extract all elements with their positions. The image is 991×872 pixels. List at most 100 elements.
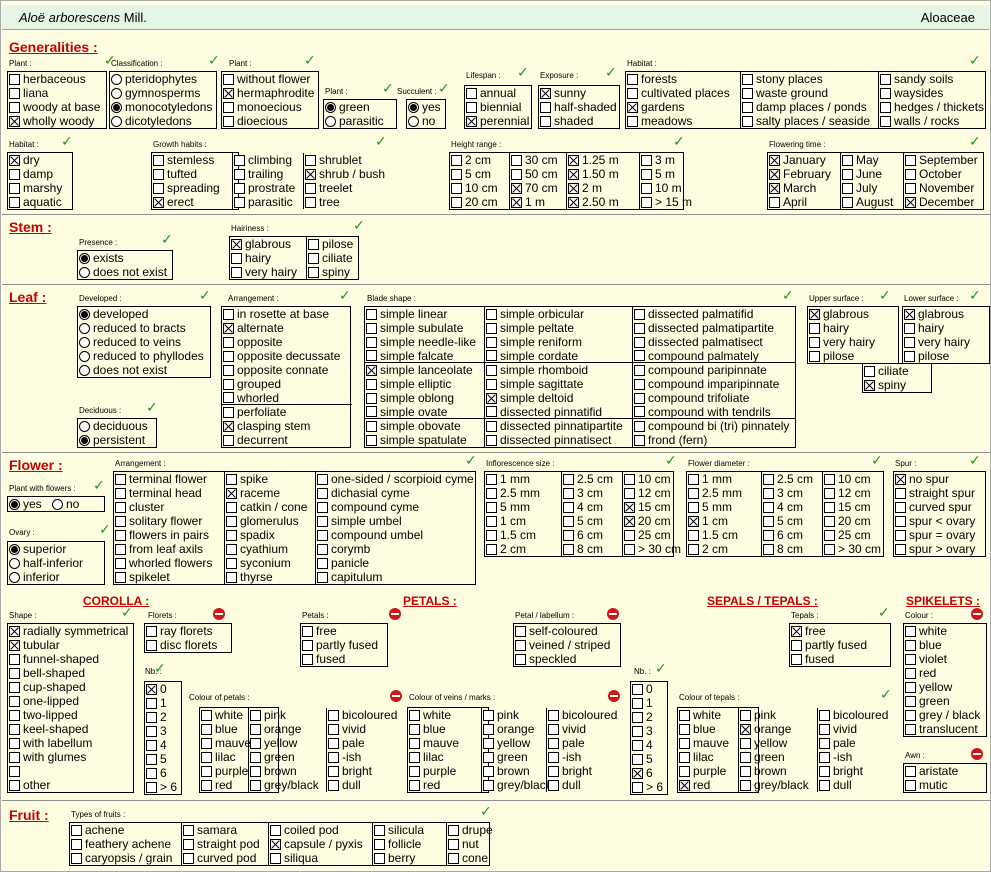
- option-dissected-palmatifid[interactable]: dissected palmatifid: [633, 307, 796, 321]
- option-free[interactable]: free: [301, 624, 389, 638]
- checkbox-gardens[interactable]: [627, 101, 638, 113]
- checkbox-ish[interactable]: [548, 751, 559, 763]
- checkbox-august[interactable]: [842, 196, 853, 208]
- checkbox-2-5-mm[interactable]: [688, 487, 699, 499]
- checkbox-january[interactable]: [769, 154, 780, 166]
- option-salty-places-seaside[interactable]: salty places / seaside: [741, 114, 878, 128]
- option-20-cm[interactable]: 20 cm: [823, 514, 887, 528]
- option-ciliate[interactable]: ciliate: [307, 251, 360, 265]
- checkbox-6[interactable]: [146, 781, 157, 793]
- option-pale[interactable]: pale: [818, 736, 897, 750]
- checkbox-ciliate[interactable]: [864, 365, 875, 377]
- checkbox-whorled[interactable]: [223, 392, 234, 403]
- option-annual[interactable]: annual: [465, 86, 533, 100]
- option-stony-places[interactable]: stony places: [741, 72, 878, 86]
- checkbox-2[interactable]: [632, 711, 643, 723]
- checkbox-catkin-cone[interactable]: [226, 501, 237, 513]
- option-wholly-woody[interactable]: wholly woody: [8, 114, 108, 128]
- option-green[interactable]: green: [324, 100, 398, 114]
- option-dioecious[interactable]: dioecious: [222, 114, 320, 128]
- checkbox-pilose[interactable]: [308, 238, 319, 250]
- checkbox-1-50-m[interactable]: [568, 168, 579, 180]
- checkbox-grey-black[interactable]: [250, 779, 261, 791]
- checkbox-opposite[interactable]: [223, 336, 234, 348]
- checkbox-bright[interactable]: [819, 765, 830, 777]
- option-compound-bi-tri-pinnately[interactable]: compound bi (tri) pinnately: [633, 419, 796, 433]
- option-trailing[interactable]: trailing: [233, 167, 303, 181]
- checkbox-1-m[interactable]: [511, 196, 522, 208]
- option-whorled[interactable]: whorled: [222, 391, 352, 405]
- checkbox-dull[interactable]: [328, 779, 339, 791]
- option-yellow[interactable]: yellow: [482, 736, 546, 750]
- option-sunny[interactable]: sunny: [539, 86, 621, 100]
- checkbox-trailing[interactable]: [234, 168, 245, 180]
- checkbox-aquatic[interactable]: [9, 196, 20, 208]
- checkbox-white[interactable]: [201, 709, 212, 721]
- checkbox-red[interactable]: [201, 779, 212, 791]
- checkbox-radially-symmetrical[interactable]: [9, 625, 20, 637]
- option-self-coloured[interactable]: self-coloured: [514, 624, 622, 638]
- option-erect[interactable]: erect: [152, 195, 232, 209]
- checkbox-3[interactable]: [146, 725, 157, 737]
- option-simple-cordate[interactable]: simple cordate: [485, 349, 632, 363]
- option-dull[interactable]: dull: [818, 778, 897, 792]
- option-grey-black[interactable]: grey/black: [482, 778, 552, 792]
- checkbox-solitary-flower[interactable]: [115, 515, 126, 527]
- option-hedges-thickets[interactable]: hedges / thickets: [879, 100, 987, 114]
- option-coiled-pod[interactable]: coiled pod: [269, 823, 372, 837]
- checkbox-orange[interactable]: [740, 723, 751, 735]
- option-liana[interactable]: liana: [8, 86, 108, 100]
- option-15-cm[interactable]: 15 cm: [623, 500, 687, 514]
- checkbox-5-cm[interactable]: [563, 515, 574, 527]
- checkbox-erect[interactable]: [153, 196, 164, 208]
- option-compound-with-tendrils[interactable]: compound with tendrils: [633, 405, 796, 419]
- checkbox-purple[interactable]: [409, 765, 420, 777]
- checkbox-annual[interactable]: [466, 87, 477, 99]
- option-marshy[interactable]: marshy: [8, 181, 74, 195]
- checkbox-follicle[interactable]: [374, 838, 385, 850]
- option-very-hairy[interactable]: very hairy: [903, 335, 991, 349]
- checkbox-very-hairy[interactable]: [904, 336, 915, 348]
- option-funnel-shaped[interactable]: funnel-shaped: [8, 652, 135, 666]
- option-dissected-pinnatifid[interactable]: dissected pinnatifid: [485, 405, 632, 419]
- radio-half-inferior[interactable]: [9, 557, 20, 569]
- option-simple-obovate[interactable]: simple obovate: [365, 419, 484, 433]
- option-bicoloured[interactable]: bicoloured: [327, 708, 406, 722]
- checkbox-compound-paripinnate[interactable]: [634, 364, 645, 376]
- checkbox-1[interactable]: [146, 697, 157, 709]
- checkbox-perfoliate[interactable]: [223, 406, 234, 418]
- option-reduced-to-veins[interactable]: reduced to veins: [78, 335, 212, 349]
- option-flowers-in-pairs[interactable]: flowers in pairs: [114, 528, 224, 542]
- option-vivid[interactable]: vivid: [547, 722, 626, 736]
- checkbox-dissected-palmatipartite[interactable]: [634, 322, 645, 334]
- checkbox-woody-at-base[interactable]: [9, 101, 20, 113]
- checkbox-simple-lanceolate[interactable]: [366, 364, 377, 376]
- option-solitary-flower[interactable]: solitary flower: [114, 514, 224, 528]
- option-3-cm[interactable]: 3 cm: [762, 486, 822, 500]
- option-thyrse[interactable]: thyrse: [225, 570, 315, 584]
- checkbox-dissected-pinnatisect[interactable]: [486, 434, 497, 446]
- checkbox-pink[interactable]: [250, 709, 261, 721]
- checkbox-simple-obovate[interactable]: [366, 420, 377, 432]
- checkbox-4[interactable]: [632, 739, 643, 751]
- option-partly-fused[interactable]: partly fused: [301, 638, 389, 652]
- checkbox-simple-elliptic[interactable]: [366, 378, 377, 390]
- checkbox-april[interactable]: [769, 196, 780, 208]
- option-perennial[interactable]: perennial: [465, 114, 533, 128]
- radio-exists[interactable]: [79, 252, 90, 264]
- option-6-cm[interactable]: 6 cm: [762, 528, 822, 542]
- checkbox-hairy[interactable]: [809, 322, 820, 334]
- checkbox-2-5-mm[interactable]: [486, 487, 497, 499]
- checkbox-curved-spur[interactable]: [895, 501, 906, 513]
- checkbox-june[interactable]: [842, 168, 853, 180]
- checkbox-1-mm[interactable]: [688, 473, 699, 485]
- option-bright[interactable]: bright: [327, 764, 406, 778]
- option-opposite-connate[interactable]: opposite connate: [222, 363, 352, 377]
- option-yellow[interactable]: yellow: [739, 736, 817, 750]
- option-shrublet[interactable]: shrublet: [304, 153, 391, 167]
- option-2-5-mm[interactable]: 2.5 mm: [687, 486, 761, 500]
- option-ish[interactable]: -ish: [327, 750, 406, 764]
- option-silicula[interactable]: silicula: [373, 823, 446, 837]
- option-blue[interactable]: blue: [200, 722, 248, 736]
- option-simple-elliptic[interactable]: simple elliptic: [365, 377, 484, 391]
